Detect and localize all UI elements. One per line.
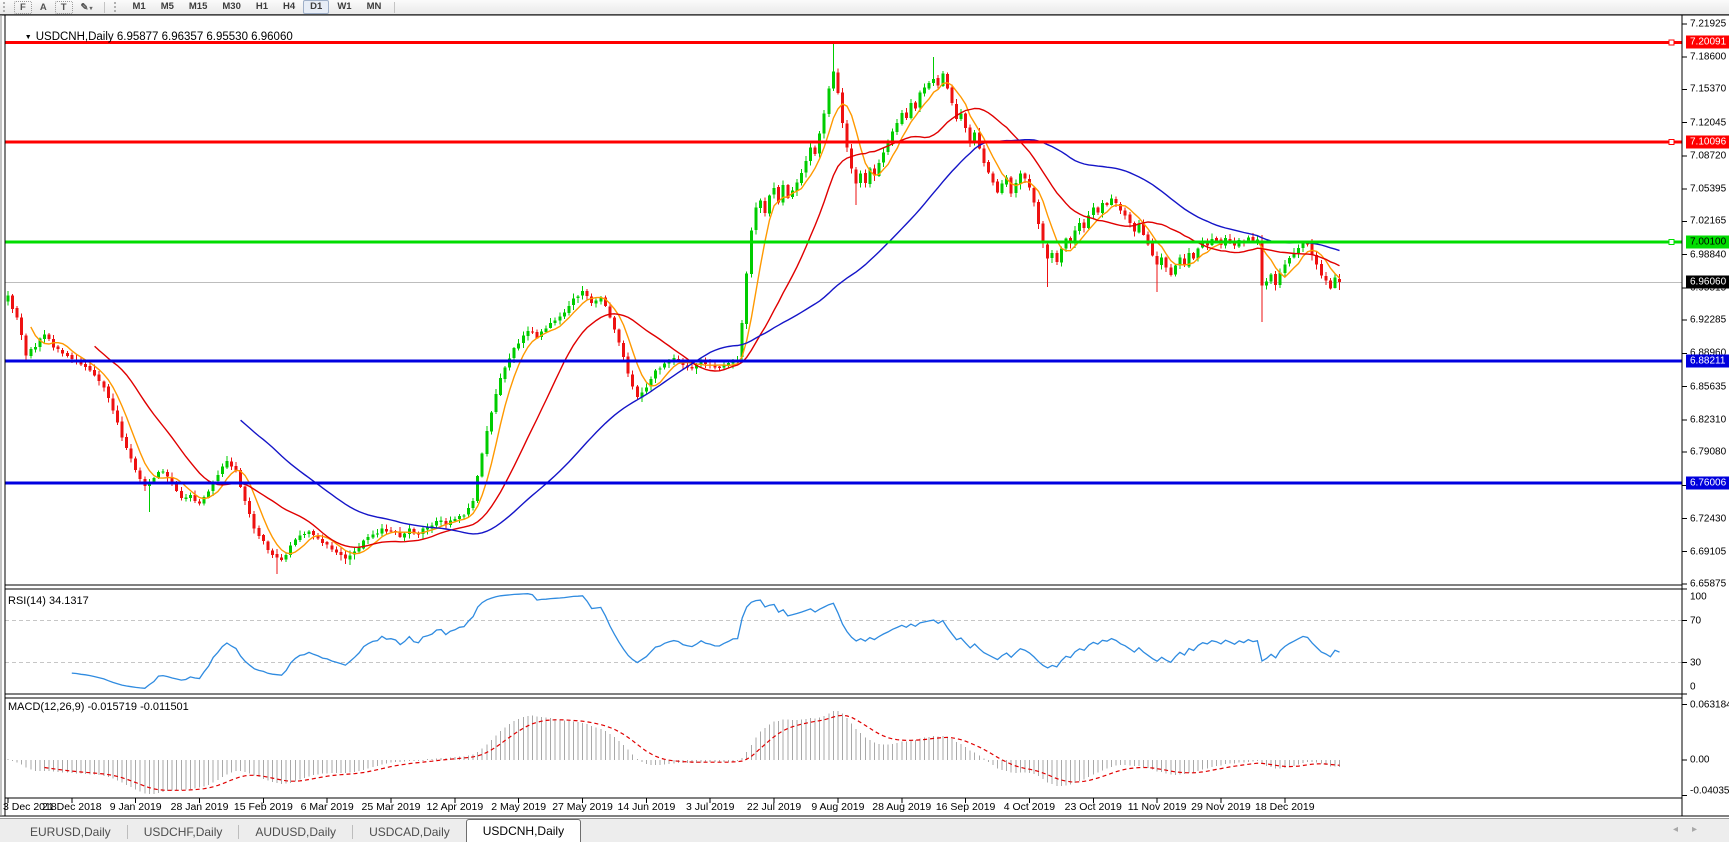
text-tool-icon[interactable]: T [54, 0, 73, 14]
timeframe-button-h4[interactable]: H4 [283, 1, 296, 12]
timeframe-button-m30[interactable]: M30 [222, 1, 241, 12]
tab-usdcnh[interactable]: USDCNH,Daily [465, 819, 582, 842]
timeframe-button-m5[interactable]: M5 [160, 1, 174, 12]
fibonacci-tool-icon[interactable]: F [14, 0, 32, 14]
macd-label: MACD(12,26,9) -0.015719 -0.011501 [8, 701, 189, 713]
tab-audusd[interactable]: AUDUSD,Daily [255, 825, 337, 839]
toolbar-grip[interactable] [3, 2, 8, 12]
tab-scroll-right-icon[interactable]: ▸ [1691, 824, 1711, 835]
ma-52-line[interactable] [240, 138, 1340, 535]
chart-tab-bar: EURUSD,Daily USDCHF,Daily AUDUSD,Daily USDC… [0, 818, 1729, 842]
toolbar-grip-2[interactable] [114, 2, 119, 12]
timeframe-button-m15[interactable]: M15 [188, 1, 208, 12]
rsi-line [71, 593, 1340, 689]
rsi-label: RSI(14) 34.1317 [8, 595, 89, 607]
tab-scroll-left-icon[interactable]: ◂ [1672, 824, 1692, 835]
level-handle-7.001[interactable] [1668, 239, 1675, 246]
toolbar-separator [104, 1, 106, 13]
tab-separator [126, 825, 128, 839]
candles-layer [6, 44, 1341, 574]
arrows-tool-icon[interactable]: ✎▾ [80, 1, 93, 13]
timeframe-button-h1[interactable]: H1 [255, 1, 269, 12]
ma-20-line[interactable] [94, 107, 1340, 549]
symbol-dropdown-icon[interactable]: ▼ [24, 34, 32, 41]
label-tool-icon[interactable]: A [39, 1, 47, 13]
timeframe-button-w1[interactable]: W1 [337, 1, 352, 12]
arrows-tool-dropdown-icon[interactable]: ▾ [89, 5, 93, 12]
chart-symbol-label: USDCNH,Daily [35, 31, 114, 43]
timeframe-button-m1[interactable]: M1 [132, 1, 146, 12]
toolbar-separator-2 [394, 1, 396, 13]
tab-eurusd[interactable]: EURUSD,Daily [30, 825, 111, 839]
level-handle-7.10096[interactable] [1668, 139, 1675, 146]
tab-separator [238, 825, 240, 839]
tab-separator [352, 825, 354, 839]
chart-ohlc-values: 6.95877 6.96357 6.95530 6.96060 [116, 31, 293, 43]
timeframe-button-d1[interactable]: D1 [303, 0, 330, 14]
macd-signal-line [44, 714, 1340, 791]
timeframe-button-mn[interactable]: MN [366, 1, 382, 12]
chart-title: ▼ USDCNH,Daily 6.95877 6.96357 6.95530 6.… [12, 19, 293, 55]
timeframes-group: M1 M5 M15 M30 H1 H4 D1 W1 MN [125, 0, 388, 14]
macd-histogram [7, 711, 1341, 794]
drawing-tools-group: F A T ✎▾ [14, 0, 98, 15]
tab-usdchf[interactable]: USDCHF,Daily [143, 825, 223, 839]
tab-scroll-arrows[interactable]: ◂▸ [1673, 824, 1711, 835]
level-handle-7.20091[interactable] [1668, 39, 1675, 46]
tab-usdcad[interactable]: USDCAD,Daily [369, 825, 450, 839]
